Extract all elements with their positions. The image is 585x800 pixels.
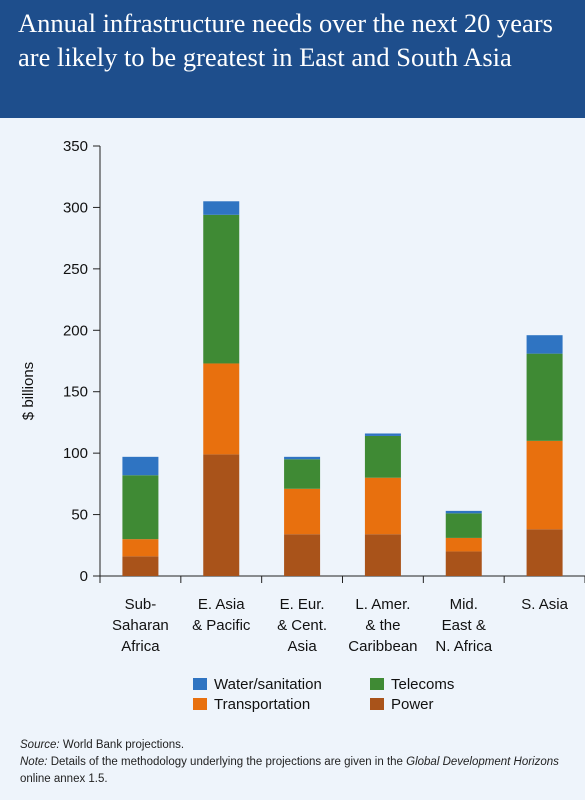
legend-label: Water/sanitation — [214, 676, 322, 693]
bar-power-2 — [284, 534, 321, 576]
stacked-bar-chart: 0 50 100 150 200 250 300 350 $ billions Sub- Sahar… — [20, 138, 585, 713]
x-category-label: Mid. — [450, 596, 478, 613]
source-label: Source: — [20, 739, 60, 751]
legend-swatch — [370, 698, 384, 710]
legend-swatch — [193, 698, 207, 710]
y-tick-label: 300 — [63, 199, 88, 216]
x-category-label: Africa — [121, 638, 160, 655]
bar-transportation-0 — [122, 539, 159, 557]
y-tick-label: 200 — [63, 322, 88, 339]
x-category-label: E. Eur. — [280, 596, 325, 613]
bar-transportation-4 — [445, 537, 482, 552]
legend-label: Transportation — [214, 696, 310, 713]
title-banner: Annual infrastructure needs over the nex… — [0, 0, 585, 118]
bar-water-sanitation-5 — [526, 335, 563, 354]
note-line: Note: Details of the methodology underly… — [20, 754, 575, 788]
legend-swatch — [370, 678, 384, 690]
y-axis-title: $ billions — [20, 362, 37, 420]
bar-water-sanitation-3 — [364, 433, 401, 436]
chart-title: Annual infrastructure needs over the nex… — [18, 8, 553, 72]
note-italic: Global Development Horizons — [406, 756, 559, 768]
source-text: World Bank projections. — [59, 739, 185, 751]
note-text-1: Details of the methodology underlying th… — [47, 756, 407, 768]
x-category-label: Asia — [287, 638, 317, 655]
bar-water-sanitation-4 — [445, 510, 482, 514]
y-tick-label: 250 — [63, 261, 88, 278]
bar-water-sanitation-2 — [284, 456, 321, 460]
x-category-label: East & — [442, 617, 486, 634]
y-tick-label: 150 — [63, 384, 88, 401]
x-category-label: & Pacific — [192, 617, 251, 634]
x-category-label: N. Africa — [435, 638, 492, 655]
x-category-label: E. Asia — [198, 596, 245, 613]
bar-transportation-3 — [364, 477, 401, 535]
y-tick-label: 100 — [63, 445, 88, 462]
bar-power-3 — [364, 534, 401, 576]
bar-power-4 — [445, 551, 482, 576]
bar-power-5 — [526, 529, 563, 576]
x-category-label: Saharan — [112, 617, 169, 634]
bar-telecoms-5 — [526, 353, 563, 441]
bar-power-0 — [122, 556, 159, 576]
bar-transportation-2 — [284, 488, 321, 535]
y-tick-label: 50 — [71, 507, 88, 524]
x-category-label: Caribbean — [348, 638, 417, 655]
bar-transportation-1 — [203, 363, 240, 455]
legend-label: Telecoms — [391, 676, 454, 693]
bar-telecoms-3 — [364, 435, 401, 478]
note-label: Note: — [20, 756, 48, 768]
note-text-2: online annex 1.5. — [20, 773, 108, 785]
bar-telecoms-1 — [203, 214, 240, 364]
bar-telecoms-4 — [445, 513, 482, 538]
bar-water-sanitation-0 — [122, 456, 159, 476]
bar-water-sanitation-1 — [203, 201, 240, 215]
source-line: Source: World Bank projections. — [20, 737, 575, 754]
y-tick-label: 350 — [63, 138, 88, 155]
x-category-label: & Cent. — [277, 617, 327, 634]
y-tick-label: 0 — [80, 568, 88, 585]
x-category-label: L. Amer. — [355, 596, 410, 613]
chart-footer: Source: World Bank projections. Note: De… — [20, 737, 575, 788]
legend-label: Power — [391, 696, 434, 713]
x-category-label: & the — [365, 617, 400, 634]
x-category-label: S. Asia — [521, 596, 568, 613]
bar-telecoms-0 — [122, 475, 159, 540]
bar-transportation-5 — [526, 440, 563, 530]
bar-telecoms-2 — [284, 459, 321, 489]
x-category-label: Sub- — [125, 596, 157, 613]
legend-swatch — [193, 678, 207, 690]
bar-power-1 — [203, 454, 240, 576]
